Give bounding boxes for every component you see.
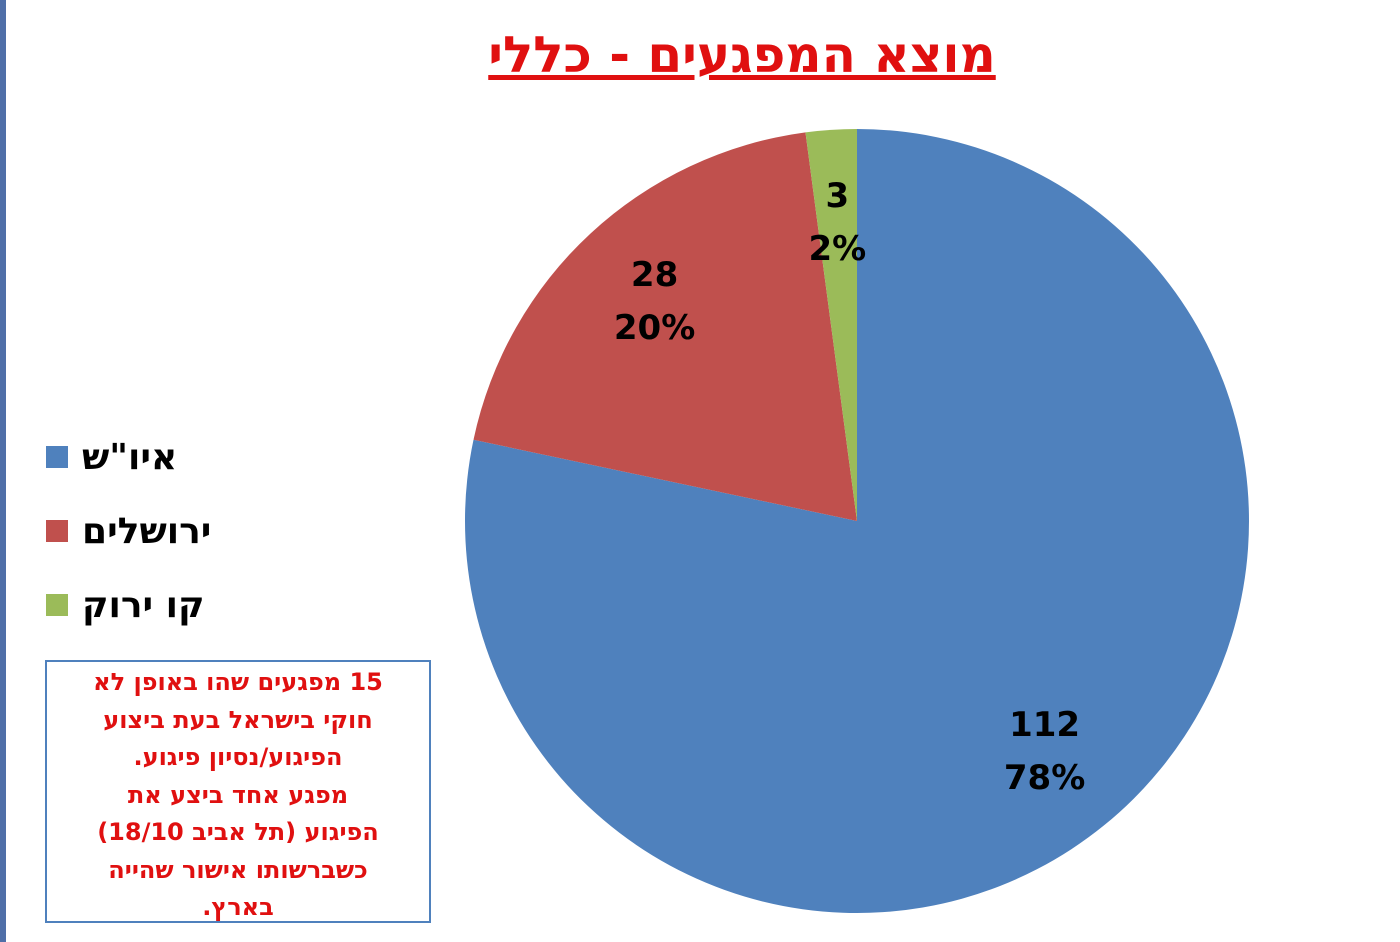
annotation-line: הפיגוע/נסיון פיגוע. xyxy=(133,743,343,771)
legend-item: ירושלים xyxy=(46,494,211,568)
pie-slice xyxy=(473,132,857,521)
frame-edge xyxy=(0,0,6,942)
legend-item: איו"ש xyxy=(46,420,211,494)
legend-label: איו"ש xyxy=(82,436,178,478)
legend-item: קו ירוק xyxy=(46,568,211,642)
legend-label: ירושלים xyxy=(82,510,212,552)
percent-label: 78% xyxy=(1004,758,1085,798)
annotation-line: חוקי בישראל בעת ביצוע xyxy=(103,705,373,734)
value-label: 3 xyxy=(826,176,850,216)
legend-swatch xyxy=(46,594,68,616)
annotation-line: בארץ. xyxy=(202,893,274,921)
legend-label: קו ירוק xyxy=(82,584,205,626)
percent-label: 2% xyxy=(809,229,867,269)
legend-swatch xyxy=(46,446,68,468)
pie-slice xyxy=(805,129,857,521)
legend-swatch xyxy=(46,520,68,542)
annotation-line: 15 מפגעים שהו באופן לא xyxy=(93,668,383,696)
value-label: 28 xyxy=(631,255,678,295)
value-label: 112 xyxy=(1009,705,1080,745)
annotation-line: מפגע אחד ביצע את xyxy=(127,780,349,809)
annotation-line: כשברשותו אישור שהייה xyxy=(108,855,368,884)
chart-title: מוצא המפגעים - כללי xyxy=(488,26,996,84)
percent-label: 20% xyxy=(614,308,695,348)
annotation-box: 15 מפגעים שהו באופן לא חוקי בישראל בעת בי… xyxy=(45,660,431,923)
annotation-line: הפיגוע (תל אביב 18/10) xyxy=(97,818,379,846)
legend: איו"ש ירושלים קו ירוק xyxy=(46,420,211,642)
